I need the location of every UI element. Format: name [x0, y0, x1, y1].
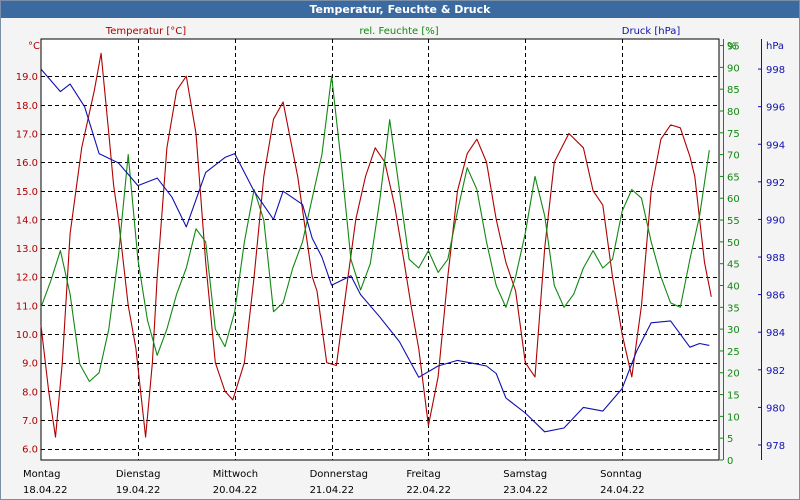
temperature-tick-label: 10.0 — [16, 330, 38, 341]
pressure-tick-label: 980 — [766, 403, 785, 414]
pressure-tick-label: 990 — [766, 215, 785, 226]
temperature-tick-label: 12.0 — [16, 273, 38, 284]
pressure-tick-label: 982 — [766, 366, 785, 377]
humidity-tick-label: 75 — [727, 129, 740, 140]
pressure-tick-label: 978 — [766, 441, 785, 452]
temperature-tick-label: 14.0 — [16, 215, 38, 226]
x-day-label: Freitag — [406, 469, 440, 480]
legend-entry: rel. Feuchte [%] — [359, 26, 438, 37]
x-day-label: Mittwoch — [213, 469, 258, 480]
pressure-tick-label: 984 — [766, 328, 785, 339]
x-date-label: 24.04.22 — [600, 485, 645, 496]
humidity-tick-label: 25 — [727, 347, 740, 358]
x-day-label: Donnerstag — [310, 469, 368, 480]
pressure-unit-label: hPa — [766, 41, 784, 52]
humidity-tick-label: 10 — [727, 412, 740, 423]
x-day-label: Samstag — [503, 469, 547, 480]
humidity-tick-label: 15 — [727, 391, 740, 402]
temperature-unit-label: °C — [28, 41, 40, 52]
temperature-tick-label: 15.0 — [16, 187, 38, 198]
humidity-tick-label: 50 — [727, 238, 740, 249]
x-day-label: Dienstag — [116, 469, 161, 480]
pressure-tick-label: 996 — [766, 103, 785, 114]
pressure-tick-label: 988 — [766, 253, 785, 264]
pressure-tick-label: 994 — [766, 140, 785, 151]
legend-entry: Temperatur [°C] — [105, 26, 186, 37]
pressure-line — [40, 68, 710, 433]
plot-area — [40, 38, 720, 461]
legend-layer: Temperatur [°C] rel. Feuchte [%] Druck [hP… — [105, 26, 681, 37]
humidity-tick-label: 85 — [727, 85, 740, 96]
pressure-tick-label: 998 — [766, 65, 785, 76]
humidity-tick-label: 45 — [727, 260, 740, 271]
axes-layer: 6.0 7.0 8.0 9.0 10.0 11.0 12.0 13.0 14.0 15.0 16.0… — [16, 39, 785, 496]
humidity-tick-label: 60 — [727, 194, 740, 205]
x-date-label: 20.04.22 — [213, 485, 258, 496]
temperature-tick-label: 9.0 — [22, 359, 38, 370]
x-date-label: 23.04.22 — [503, 485, 548, 496]
chart-title: Temperatur, Feuchte & Druck — [1, 1, 799, 18]
humidity-tick-label: 95 — [727, 42, 740, 53]
temperature-tick-label: 8.0 — [22, 387, 38, 398]
temperature-tick-label: 19.0 — [16, 72, 38, 83]
humidity-tick-label: 0 — [727, 456, 733, 467]
humidity-tick-label: 40 — [727, 281, 740, 292]
humidity-line — [40, 75, 710, 383]
humidity-tick-label: 20 — [727, 369, 740, 380]
x-day-label: Sonntag — [600, 469, 642, 480]
x-date-label: 18.04.22 — [23, 485, 68, 496]
temperature-tick-label: 16.0 — [16, 158, 38, 169]
humidity-tick-label: 35 — [727, 303, 740, 314]
x-date-label: 22.04.22 — [406, 485, 451, 496]
humidity-tick-label: 80 — [727, 107, 740, 118]
grid — [40, 38, 720, 461]
x-date-label: 21.04.22 — [310, 485, 355, 496]
pressure-tick-label: 992 — [766, 178, 785, 189]
temperature-tick-label: 6.0 — [22, 445, 38, 456]
x-day-label: Montag — [23, 469, 60, 480]
pressure-tick-label: 986 — [766, 291, 785, 302]
humidity-tick-label: 5 — [727, 434, 733, 445]
humidity-tick-label: 90 — [727, 63, 740, 74]
series-layer — [40, 52, 712, 438]
temperature-tick-label: 17.0 — [16, 130, 38, 141]
humidity-tick-label: 55 — [727, 216, 740, 227]
legend-entry: Druck [hPa] — [622, 26, 681, 37]
temperature-line — [40, 52, 712, 438]
humidity-tick-label: 30 — [727, 325, 740, 336]
x-date-label: 19.04.22 — [116, 485, 161, 496]
humidity-tick-label: 65 — [727, 172, 740, 183]
humidity-unit-label: % — [727, 41, 737, 52]
temperature-tick-label: 18.0 — [16, 101, 38, 112]
temperature-tick-label: 13.0 — [16, 244, 38, 255]
temperature-tick-label: 7.0 — [22, 416, 38, 427]
humidity-tick-label: 70 — [727, 151, 740, 162]
temperature-tick-label: 11.0 — [16, 301, 38, 312]
